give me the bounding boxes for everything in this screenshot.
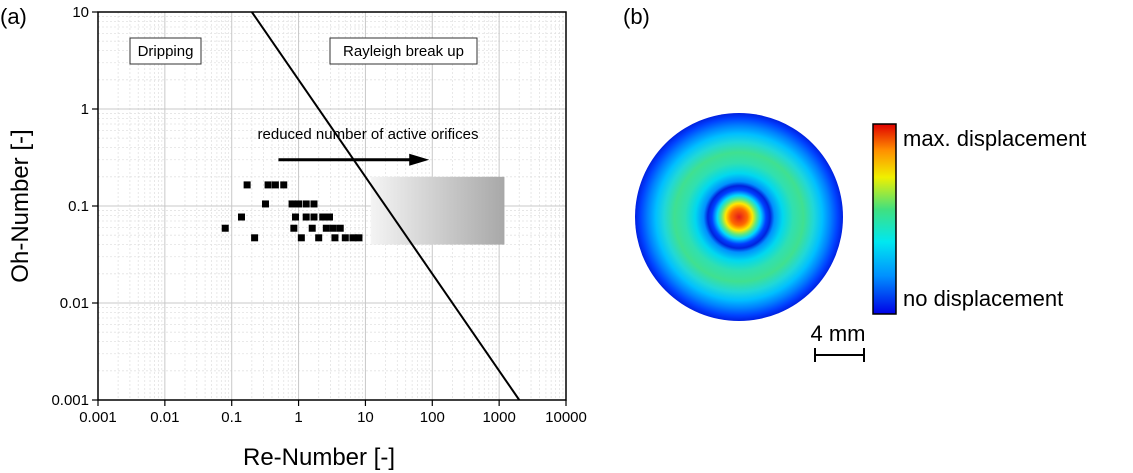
axis-ticks — [92, 11, 567, 406]
x-tick-label: 1000 — [482, 409, 515, 426]
region-label-dripping: Dripping — [138, 43, 194, 60]
data-point — [325, 213, 333, 221]
data-point — [295, 200, 303, 208]
data-point — [329, 224, 337, 232]
data-point — [280, 181, 288, 189]
y-tick-label: 0.01 — [60, 295, 89, 312]
data-point — [221, 224, 229, 232]
arrow-annotation — [278, 153, 430, 166]
x-axis-title: Re-Number [-] — [243, 444, 395, 471]
x-tick-label: 10000 — [545, 409, 587, 426]
y-tick-label: 0.1 — [68, 198, 89, 215]
displacement-disc — [635, 113, 843, 321]
y-tick-labels: 0.001 0.01 0.1 1 10 — [51, 4, 89, 409]
y-tick-label: 0.001 — [51, 392, 89, 409]
data-point — [297, 234, 305, 242]
data-point — [251, 234, 259, 242]
x-tick-label: 10 — [357, 409, 374, 426]
colorbar-max-label: max. displacement — [903, 126, 1086, 151]
data-point — [290, 224, 298, 232]
region-label-rayleigh: Rayleigh break up — [343, 43, 464, 60]
data-point — [322, 224, 330, 232]
data-point — [243, 181, 251, 189]
y-tick-label: 1 — [81, 101, 89, 118]
panel-a-label: (a) — [0, 4, 27, 29]
data-point — [302, 200, 310, 208]
data-point — [355, 234, 363, 242]
data-point — [349, 234, 357, 242]
arrow-head — [409, 153, 430, 166]
re-oh-chart: 0.001 0.01 0.1 1 10 100 1000 10000 0.001 0.01 0.1… — [7, 4, 587, 471]
y-tick-label: 10 — [72, 4, 89, 21]
data-point — [271, 181, 279, 189]
colorbar — [872, 123, 897, 315]
data-point — [261, 200, 269, 208]
x-tick-labels: 0.001 0.01 0.1 1 10 100 1000 10000 — [79, 409, 587, 426]
boundary-line — [251, 11, 521, 401]
data-point — [315, 234, 323, 242]
data-point — [310, 213, 318, 221]
x-tick-label: 0.01 — [150, 409, 179, 426]
data-point — [264, 181, 272, 189]
data-point — [292, 213, 300, 221]
data-points — [221, 181, 363, 242]
x-tick-label: 0.001 — [79, 409, 117, 426]
panel-b-label: (b) — [623, 4, 650, 29]
colorbar-min-label: no displacement — [903, 286, 1063, 311]
data-point — [331, 234, 339, 242]
data-point — [308, 224, 316, 232]
data-point — [341, 234, 349, 242]
data-point — [319, 213, 327, 221]
data-point — [288, 200, 296, 208]
x-tick-label: 1 — [294, 409, 302, 426]
y-axis-title: Oh-Number [-] — [7, 129, 34, 282]
scale-bar — [814, 348, 865, 362]
grid-minor-lines — [98, 12, 566, 400]
data-point — [336, 224, 344, 232]
dripping-box — [129, 37, 202, 65]
x-tick-label: 100 — [420, 409, 445, 426]
data-point — [237, 213, 245, 221]
shaded-region — [370, 176, 505, 245]
data-point — [302, 213, 310, 221]
scale-bar-label: 4 mm — [811, 321, 866, 346]
data-point — [310, 200, 318, 208]
annotation-text: reduced number of active orifices — [258, 126, 479, 143]
displacement-panel: max. displacement no displacement 4 mm — [635, 113, 1086, 362]
x-tick-label: 0.1 — [221, 409, 242, 426]
rayleigh-box — [329, 37, 478, 65]
